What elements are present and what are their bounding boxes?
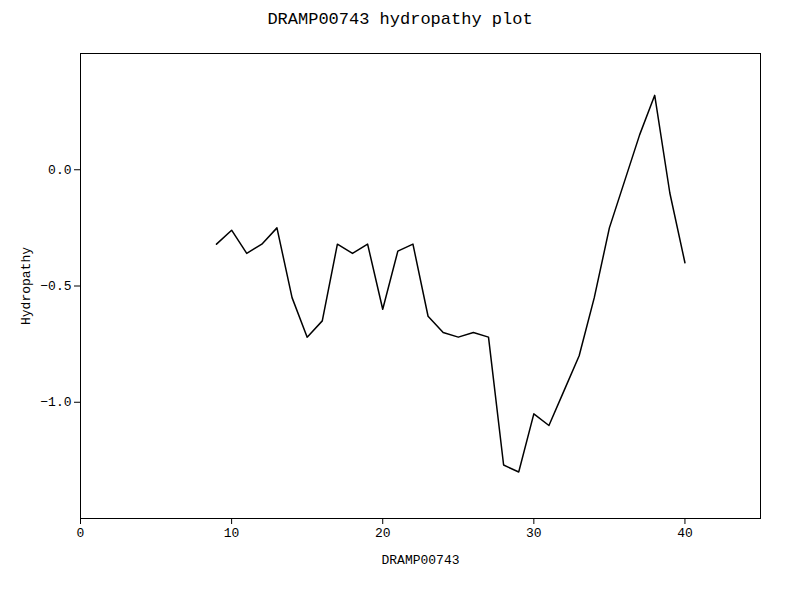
- svg-text:10: 10: [224, 526, 240, 541]
- svg-text:20: 20: [375, 526, 391, 541]
- svg-text:0: 0: [77, 526, 85, 541]
- svg-text:40: 40: [677, 526, 693, 541]
- svg-text:DRAMP00743: DRAMP00743: [381, 553, 459, 568]
- svg-text:Hydropathy: Hydropathy: [19, 247, 34, 325]
- svg-text:−1.0: −1.0: [40, 395, 71, 410]
- svg-text:30: 30: [526, 526, 542, 541]
- html-text:DRAMP00743 hydropathy plot: DRAMP00743 hydropathy plot: [267, 10, 533, 29]
- svg-text:0.0: 0.0: [48, 163, 71, 178]
- svg-text:−0.5: −0.5: [40, 279, 71, 294]
